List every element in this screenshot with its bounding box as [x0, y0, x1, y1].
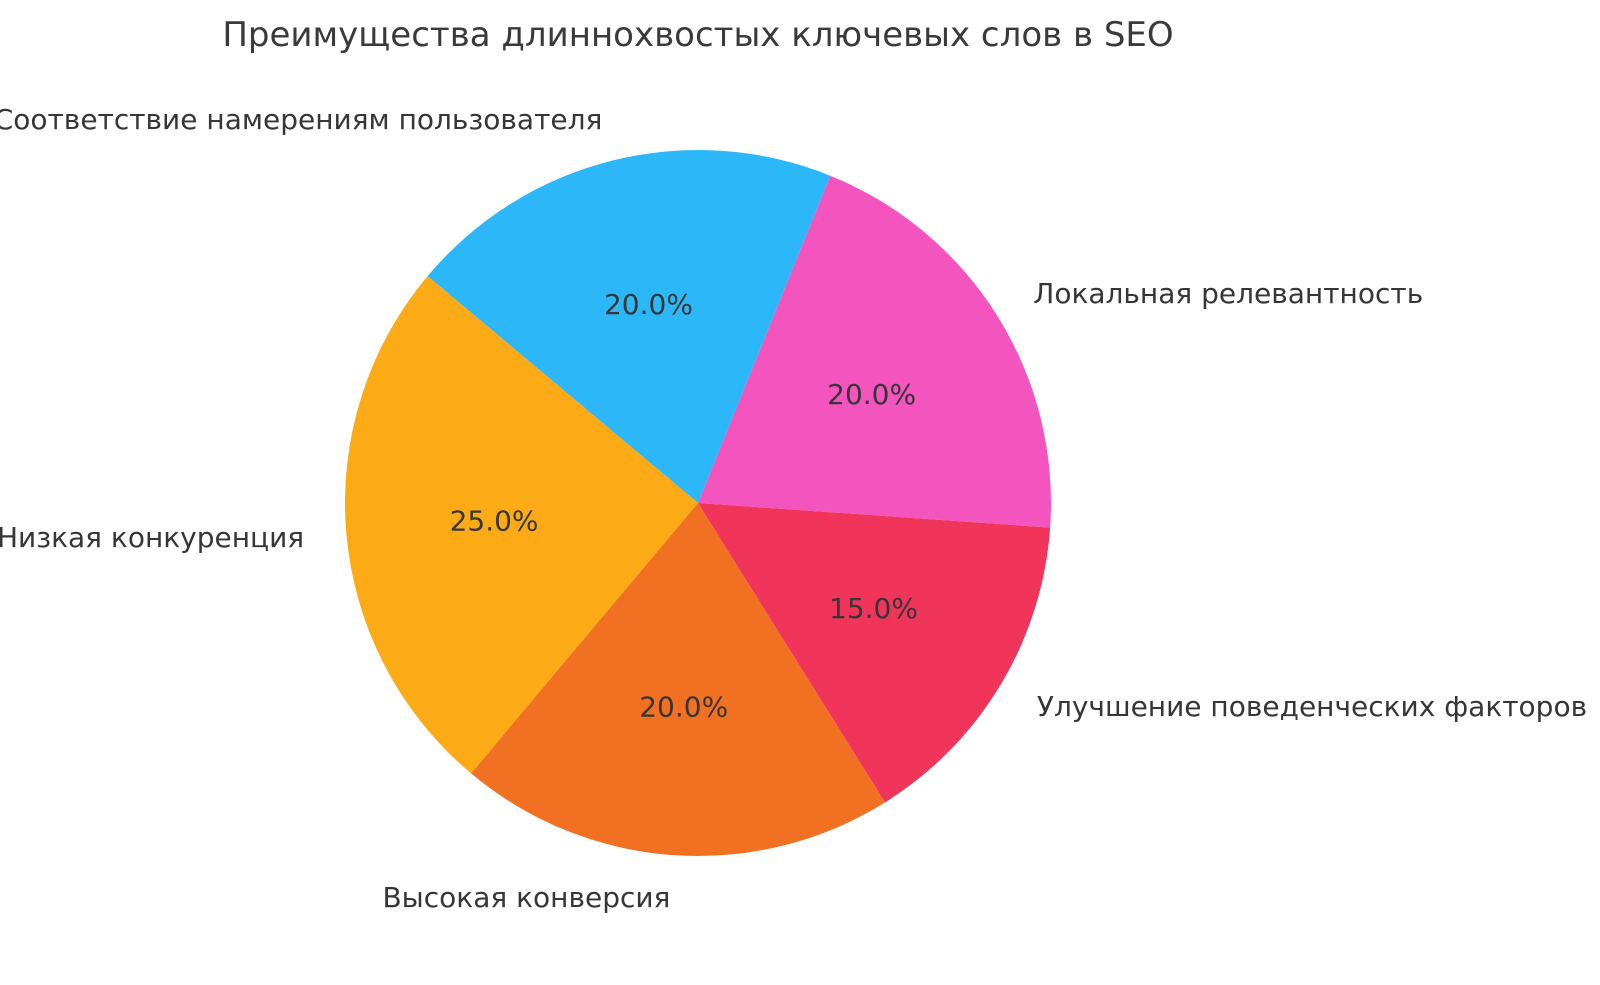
pie-slice-label-2: Низкая конкуренция	[0, 521, 304, 554]
pie-slice-label-1: Соответствие намерениям пользователя	[0, 103, 602, 136]
pie-pct-label-4: 15.0%	[829, 592, 918, 625]
pie-slice-1	[427, 149, 831, 503]
pie-slice-0	[698, 175, 1051, 528]
pie-labels-group: 20.0% Локальная релевантность 20.0% Соответ…	[0, 103, 1587, 914]
pie-slice-label-3: Высокая конверсия	[382, 881, 670, 914]
pie-slice-4	[698, 503, 1051, 803]
pie-slice-label-4: Улучшение поведенческих факторов	[1037, 690, 1587, 723]
chart-title: Преимущества длиннохвостых ключевых слов…	[222, 15, 1173, 55]
pie-pct-label-3: 20.0%	[639, 691, 728, 724]
pie-slices-group	[345, 149, 1051, 856]
pie-pct-label-2: 25.0%	[450, 504, 539, 537]
pie-slice-3	[471, 503, 886, 856]
pie-pct-label-1: 20.0%	[604, 288, 693, 321]
pie-pct-label-0: 20.0%	[827, 378, 916, 411]
pie-slice-label-0: Локальная релевантность	[1033, 277, 1423, 310]
pie-slice-2	[345, 276, 698, 774]
